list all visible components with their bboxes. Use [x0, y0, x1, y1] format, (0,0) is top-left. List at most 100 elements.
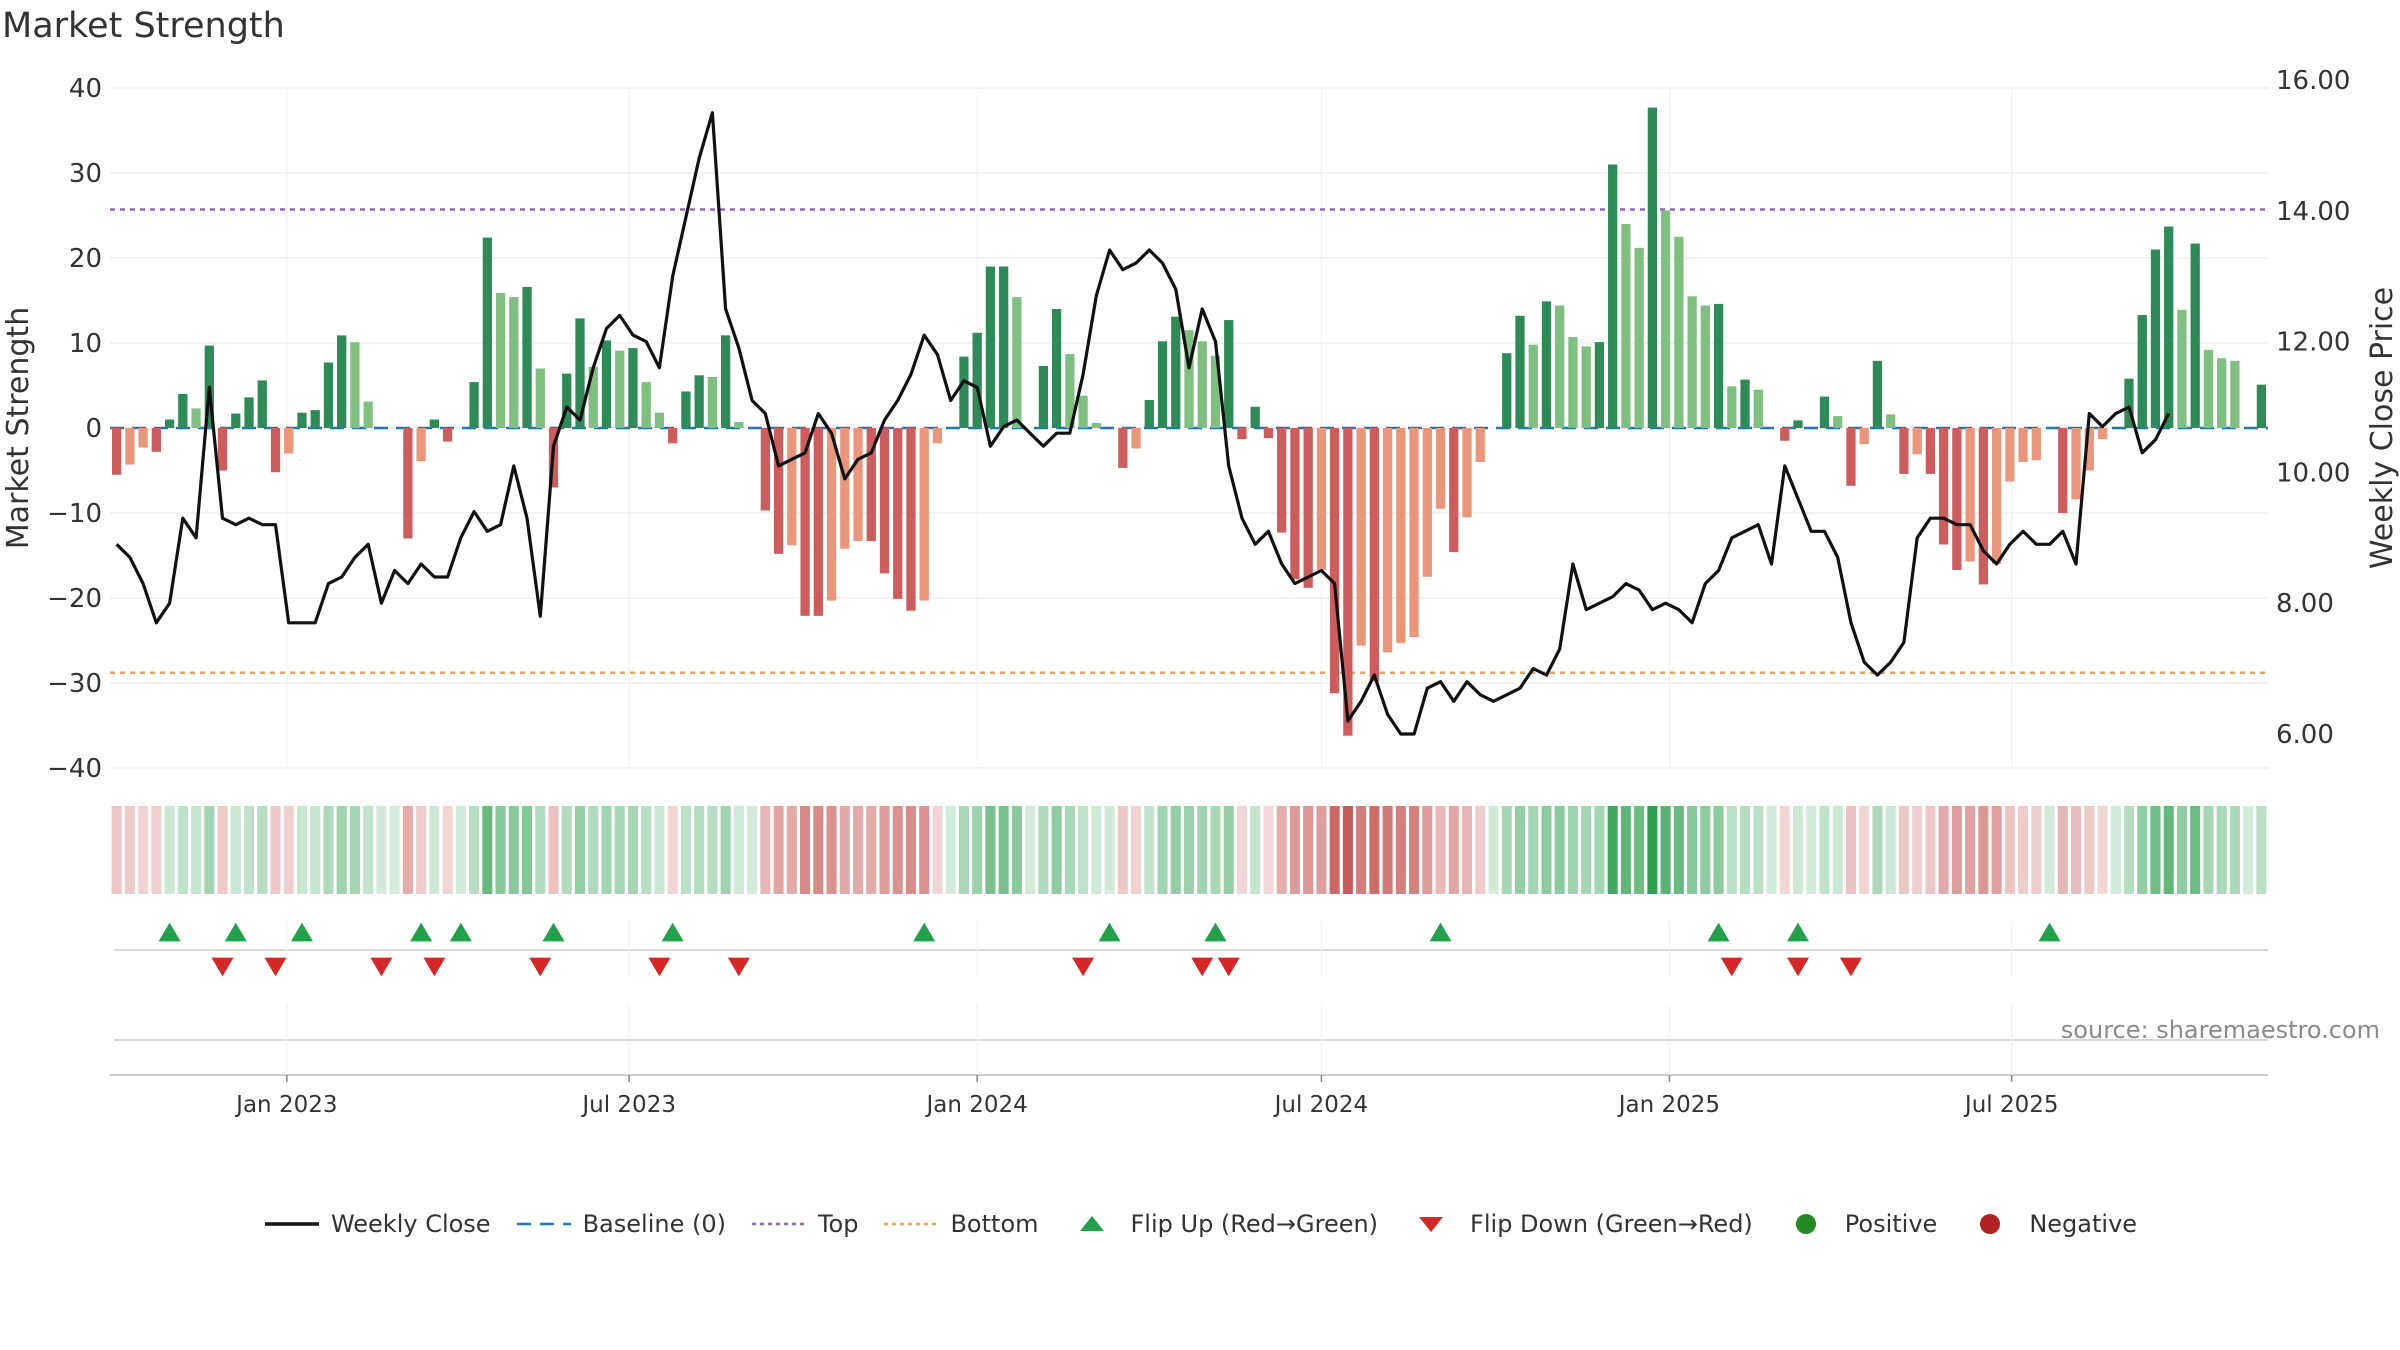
heat-cell	[310, 806, 321, 894]
heat-cell	[1303, 806, 1314, 894]
heat-cell	[1951, 806, 1962, 894]
heat-cell	[1157, 806, 1168, 894]
right-tick-label: 14.00	[2276, 197, 2350, 227]
heat-cell	[2031, 806, 2042, 894]
strength-bar	[2230, 360, 2240, 428]
strength-bar	[2031, 428, 2041, 461]
strength-bar	[1263, 428, 1274, 439]
heat-cell	[1409, 806, 1420, 894]
flip-up-marker	[1204, 922, 1227, 942]
heat-cell	[138, 806, 149, 894]
strength-bar	[906, 428, 916, 611]
heat-cell	[1541, 806, 1552, 894]
strength-bar	[350, 342, 360, 428]
heat-cell	[257, 806, 268, 894]
strength-bar	[866, 428, 876, 542]
heat-cell	[1395, 806, 1406, 894]
strength-bar	[2097, 428, 2108, 440]
flip-down-marker	[264, 957, 287, 977]
heat-cell	[416, 806, 427, 894]
strength-bar	[1740, 379, 1750, 428]
strength-bar	[1952, 428, 1962, 570]
heat-cell	[363, 806, 374, 894]
strength-bar	[509, 297, 519, 428]
heat-cell	[1806, 806, 1817, 894]
strength-bar	[1449, 428, 1459, 553]
left-tick-label: −10	[47, 499, 102, 529]
strength-bar	[1991, 428, 2002, 564]
heat-cell	[124, 806, 135, 894]
strength-bar	[628, 348, 638, 428]
strength-bars	[111, 107, 2267, 736]
strength-bar	[363, 401, 373, 428]
heat-cell	[1872, 806, 1883, 894]
heat-cell	[2044, 806, 2055, 894]
heat-cell	[1965, 806, 1976, 894]
heat-cell	[1475, 806, 1486, 894]
heat-cell	[389, 806, 400, 894]
heat-cell	[1038, 806, 1049, 894]
left-tick-label: 20	[69, 244, 102, 274]
strength-bar	[2137, 314, 2147, 428]
strength-bar	[1144, 399, 1154, 428]
strength-bar	[178, 394, 188, 428]
strength-bar	[1978, 428, 1988, 585]
strength-bar	[1634, 247, 1644, 428]
strength-bar	[1277, 428, 1287, 533]
heat-cell	[2110, 806, 2121, 894]
heat-cell	[1925, 806, 1936, 894]
strength-bar	[297, 412, 307, 428]
heat-cell	[1859, 806, 1870, 894]
strength-bar	[1502, 353, 1512, 428]
heat-cell	[627, 806, 638, 894]
triangle-down-icon	[1419, 1217, 1444, 1232]
heat-cell	[1634, 806, 1645, 894]
strength-bar	[469, 382, 479, 428]
legend-item: Baseline (0)	[515, 1209, 726, 1239]
heat-cell	[2256, 806, 2267, 894]
heat-cell	[2070, 806, 2082, 894]
strength-bar	[1131, 428, 1141, 449]
heat-cell	[522, 806, 533, 894]
heat-cell	[985, 806, 996, 894]
flip-down-marker	[1072, 957, 1095, 977]
heat-cell	[813, 806, 824, 894]
heat-cell	[1501, 806, 1512, 894]
strength-bar	[707, 377, 718, 428]
strength-bar	[1184, 330, 1194, 428]
heat-cell	[1117, 806, 1128, 894]
flip-down-marker	[423, 957, 446, 977]
flip-up-marker	[1707, 922, 1730, 942]
strength-bar	[1965, 428, 1975, 562]
strength-bar	[1621, 224, 1631, 428]
strength-bar	[1727, 386, 1737, 428]
strength-bar	[1647, 107, 1658, 429]
flip-down-marker	[727, 957, 750, 977]
legend-item: Positive	[1777, 1209, 1937, 1239]
right-axis: 16.00 14.00 12.00 10.00 8.00 6.00	[2276, 66, 2350, 750]
heat-cell	[243, 806, 255, 894]
strength-bar	[1793, 420, 1803, 428]
heat-cell	[164, 806, 175, 894]
strength-bar	[2005, 428, 2015, 482]
flip-up-marker	[290, 922, 313, 942]
strength-bar	[151, 428, 161, 452]
strength-bar	[442, 428, 453, 442]
strength-bar	[2256, 384, 2267, 428]
heat-cell	[2137, 806, 2148, 894]
heat-cell	[1488, 806, 1499, 894]
heat-cell	[151, 806, 162, 894]
heat-cell	[1276, 806, 1287, 894]
heat-cell	[1660, 806, 1671, 894]
heat-cell	[429, 806, 440, 894]
triangle-up-icon	[1079, 1216, 1104, 1231]
heat-cell	[2176, 806, 2187, 894]
strength-bar	[972, 332, 982, 428]
flip-down-marker	[1217, 957, 1240, 977]
flip-down-marker	[211, 957, 234, 977]
heat-cell	[866, 806, 877, 894]
dotted-line-icon	[751, 1222, 806, 1226]
heat-cell	[1104, 806, 1115, 894]
heat-cell	[1819, 806, 1830, 894]
heat-cell	[998, 806, 1009, 894]
